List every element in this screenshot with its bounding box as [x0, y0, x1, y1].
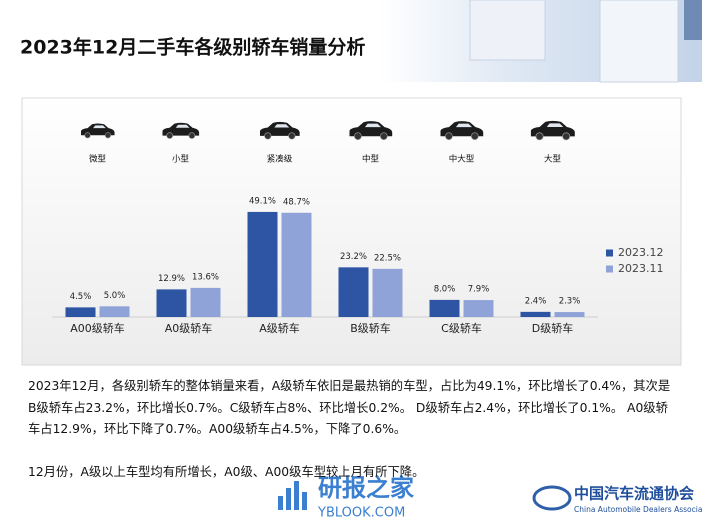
value-label: 5.0% [104, 291, 126, 301]
bar [156, 289, 187, 317]
value-label: 23.2% [340, 252, 367, 262]
car-body [530, 120, 575, 137]
car-wheel [188, 132, 196, 139]
car-wheel [562, 132, 571, 141]
bar [372, 268, 403, 317]
value-label: 8.0% [434, 284, 456, 294]
bar [554, 312, 585, 317]
paragraph: 12月份，A级以上车型均有所增长，A0级、A00级车型较上月有所下降。 [28, 465, 425, 479]
bar [429, 299, 460, 317]
value-label: 48.7% [283, 197, 310, 207]
logo-name: 中国汽车流通协会 [574, 485, 694, 503]
value-label: 12.9% [158, 274, 185, 284]
bar [338, 267, 369, 317]
cube [599, 0, 679, 83]
x-tick-label: A0级轿车 [165, 321, 213, 335]
car-type-label: 微型 [89, 154, 107, 165]
car-icon [260, 121, 300, 140]
logo: 中国汽车流通协会 China Automobile Dealers Associ… [532, 485, 702, 514]
logo-mark [532, 485, 572, 511]
x-tick-label: B级轿车 [350, 321, 391, 335]
car-icon [349, 121, 393, 141]
cube [684, 0, 702, 40]
slide-title: 2023年12月二手车各级别轿车销量分析 [20, 36, 365, 59]
watermark-url: YBLOOK.COM [317, 506, 405, 521]
car-wheel [166, 132, 173, 139]
car-window [175, 124, 190, 128]
car-wheel [470, 132, 479, 141]
car-body [440, 121, 484, 137]
legend-swatch [606, 265, 613, 273]
car-wheel [84, 132, 91, 139]
wm-bar [278, 496, 283, 510]
bar [99, 306, 130, 317]
bar [463, 300, 494, 317]
bar [65, 307, 96, 317]
car-window [93, 125, 106, 129]
chart-panel [21, 97, 682, 366]
value-label: 2.4% [525, 296, 547, 306]
car-icon [162, 122, 200, 139]
watermark-name: 研报之家 [318, 474, 414, 502]
paragraph: 2023年12月，各级别轿车的整体销量来看，A级轿车依旧是最热销的车型，占比为4… [28, 379, 671, 436]
watermark: 研报之家 YBLOOK.COM [278, 474, 414, 521]
value-label: 13.6% [192, 272, 219, 282]
bar [281, 212, 312, 317]
bar [247, 211, 278, 317]
car-type-label: 紧凑级 [267, 154, 293, 165]
x-tick-label: C级轿车 [441, 321, 482, 335]
value-label: 2.3% [559, 297, 581, 307]
car-wheel [354, 132, 362, 141]
car-body [349, 121, 393, 137]
x-tick-label: D级轿车 [532, 321, 573, 335]
car-wheel [535, 132, 544, 141]
legend-label: 2023.11 [618, 262, 664, 275]
car-type-label: 中型 [362, 154, 380, 165]
car-icon [440, 121, 484, 141]
wm-bar [302, 492, 307, 510]
car-wheel [445, 132, 453, 141]
bar [190, 287, 221, 317]
car-type-label: 中大型 [449, 154, 475, 165]
value-label: 49.1% [249, 196, 276, 206]
legend-swatch [606, 249, 613, 257]
car-body [81, 123, 115, 136]
wm-bar [294, 481, 299, 510]
car-window [455, 123, 472, 128]
value-label: 7.9% [468, 285, 490, 295]
car-wheel [288, 132, 296, 140]
car-type-label: 大型 [544, 154, 562, 165]
x-tick-label: A00级轿车 [70, 321, 125, 335]
legend-label: 2023.12 [618, 246, 664, 259]
car-window [364, 123, 381, 128]
car-wheel [264, 132, 272, 140]
value-label: 4.5% [70, 292, 92, 302]
car-window [274, 124, 290, 128]
chart: A00级轿车 4.5% 5.0% A0级轿车 12.9% 13.6% A级轿车 49.1% 48… [52, 120, 664, 335]
car-window [546, 123, 564, 127]
car-body [260, 121, 300, 136]
logo-english: China Automobile Dealers Association [574, 505, 702, 514]
car-icon [530, 120, 575, 141]
bar [520, 311, 551, 317]
car-wheel [104, 132, 111, 139]
value-label: 22.5% [374, 253, 401, 263]
car-wheel [379, 132, 388, 141]
x-tick-label: A级轿车 [259, 321, 300, 335]
cube [469, 0, 546, 61]
car-icon [81, 123, 115, 139]
car-body [162, 122, 200, 136]
wm-bar [286, 488, 291, 510]
car-type-label: 小型 [172, 154, 190, 165]
